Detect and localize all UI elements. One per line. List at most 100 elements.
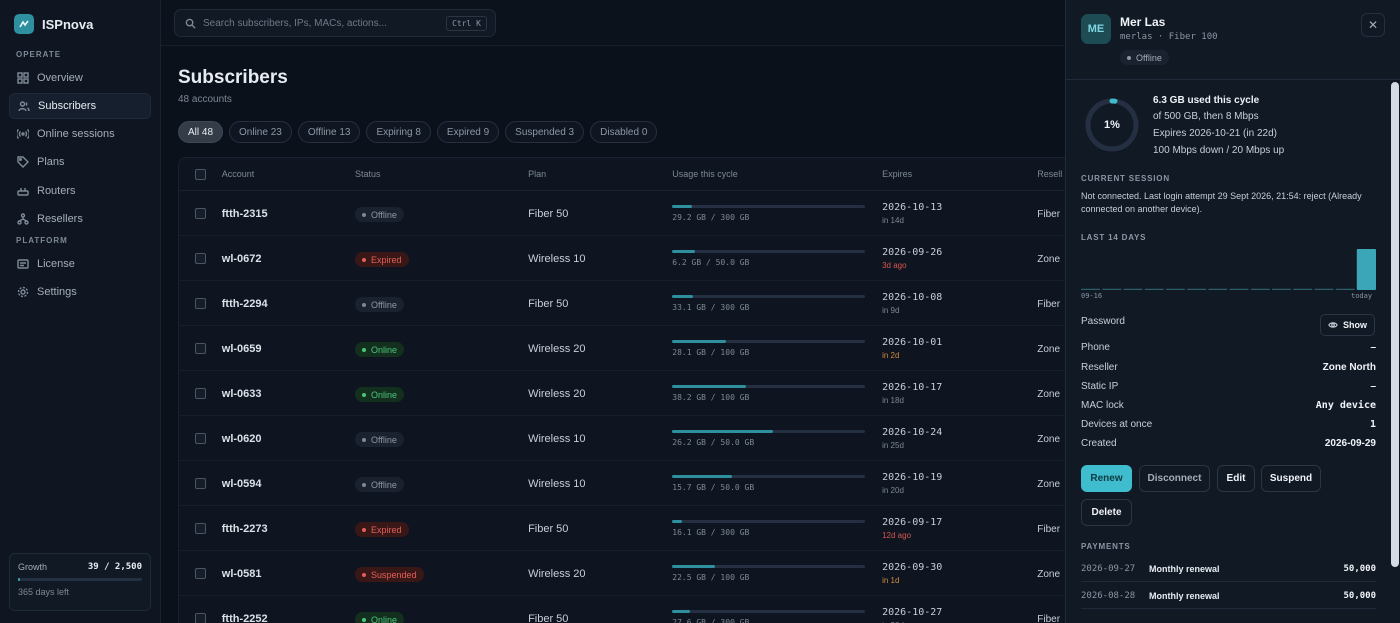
filter-chip[interactable]: Disabled 0 xyxy=(590,121,658,143)
table-row[interactable]: wl-0633 Online Wireless 20 38.2 GB / 100 GB… xyxy=(179,371,1065,416)
delete-button[interactable]: Delete xyxy=(1081,499,1132,526)
row-checkbox[interactable] xyxy=(194,567,206,579)
page-title: Subscribers xyxy=(178,67,288,88)
disconnect-button[interactable]: Disconnect xyxy=(1139,465,1210,492)
panel-scrollbar[interactable] xyxy=(1391,82,1399,567)
edit-button[interactable]: Edit xyxy=(1217,465,1255,492)
sidebar-item-routers[interactable]: Routers xyxy=(9,178,151,204)
column-header[interactable]: Usage this cycle xyxy=(672,169,738,179)
account-name: wl-0633 xyxy=(221,388,262,400)
table-row[interactable]: ftth-2315 Offline Fiber 50 29.2 GB / 300 GB… xyxy=(179,191,1065,236)
table-row[interactable]: wl-0581 Suspended Wireless 20 22.5 GB / 100… xyxy=(179,551,1065,596)
table-row[interactable]: wl-0594 Offline Wireless 10 15.7 GB / 50.0 … xyxy=(179,461,1065,506)
row-checkbox[interactable] xyxy=(194,387,206,399)
filter-chip[interactable]: Offline 13 xyxy=(297,121,361,143)
plan-name: Wireless 10 xyxy=(528,478,586,490)
payment-label: Monthly renewal xyxy=(1149,563,1220,574)
sidebar-item-license[interactable]: License xyxy=(9,251,151,277)
row-checkbox[interactable] xyxy=(194,342,206,354)
expires-relative: in 14d xyxy=(882,215,904,225)
row-checkbox[interactable] xyxy=(194,297,206,309)
days-heading: LAST 14 DAYS xyxy=(1081,233,1147,242)
show-password-button[interactable]: Show xyxy=(1320,314,1375,336)
expires-relative: in 1d xyxy=(882,575,900,585)
row-checkbox[interactable] xyxy=(194,432,206,444)
column-header[interactable]: Account xyxy=(221,169,255,179)
field-value: 1 xyxy=(1369,419,1376,430)
column-header[interactable]: Plan xyxy=(528,169,547,179)
reseller-name: Zone xyxy=(1037,344,1061,355)
close-icon[interactable]: ✕ xyxy=(1361,13,1385,37)
brand-name: ISPnova xyxy=(42,16,94,32)
field-phone: Phone – xyxy=(1081,342,1376,353)
growth-label: Growth xyxy=(18,562,48,572)
reseller-name: Zone xyxy=(1037,569,1061,580)
column-header[interactable]: Expires xyxy=(882,169,913,179)
row-checkbox[interactable] xyxy=(194,477,206,489)
column-header[interactable]: Resell xyxy=(1037,169,1063,179)
brand[interactable]: ISPnova xyxy=(14,14,93,34)
row-checkbox[interactable] xyxy=(194,522,206,534)
sidebar-item-plans[interactable]: Plans xyxy=(9,149,151,175)
field-label: Phone xyxy=(1081,342,1110,353)
day-bar xyxy=(1356,249,1376,290)
status-badge: Expired xyxy=(355,252,409,268)
users-icon xyxy=(18,101,30,112)
expires-relative: 12d ago xyxy=(882,530,912,540)
search-input[interactable] xyxy=(203,17,443,29)
sidebar-item-online-sessions[interactable]: Online sessions xyxy=(9,121,151,147)
table-row[interactable]: ftth-2294 Offline Fiber 50 33.1 GB / 300 GB… xyxy=(179,281,1065,326)
status-dot xyxy=(362,482,367,487)
search-box[interactable]: Ctrl K xyxy=(174,9,496,37)
plan-name: Wireless 20 xyxy=(528,388,586,400)
day-bar xyxy=(1208,288,1228,290)
sidebar-item-label: Resellers xyxy=(37,213,83,225)
status-text: Online xyxy=(371,614,398,623)
filter-chip[interactable]: Expiring 8 xyxy=(366,121,431,143)
status-badge: Online xyxy=(355,387,405,403)
filter-chip[interactable]: All 48 xyxy=(178,121,224,143)
select-all-checkbox[interactable] xyxy=(194,168,206,180)
suspend-button[interactable]: Suspend xyxy=(1261,465,1321,492)
sidebar-item-settings[interactable]: Settings xyxy=(9,279,151,305)
subscribers-table: Account Status Plan Usage this cycle Exp… xyxy=(178,157,1065,623)
account-name: ftth-2252 xyxy=(221,613,268,623)
expires-date: 2026-10-01 xyxy=(882,336,943,348)
filter-chip[interactable]: Online 23 xyxy=(229,121,292,143)
field-value: – xyxy=(1370,381,1376,392)
renew-button[interactable]: Renew xyxy=(1081,465,1132,492)
filter-chip[interactable]: Suspended 3 xyxy=(505,121,585,143)
status-text: Offline xyxy=(1136,52,1162,63)
sidebar-item-label: Online sessions xyxy=(37,128,115,140)
expires-date: 2026-10-24 xyxy=(882,426,943,438)
status-badge: Offline xyxy=(355,297,404,313)
section-operate: OPERATE xyxy=(16,50,62,59)
row-checkbox[interactable] xyxy=(194,612,206,623)
subscriber-meta: merlas · Fiber 100 xyxy=(1120,32,1218,42)
row-checkbox[interactable] xyxy=(194,207,206,219)
session-heading: CURRENT SESSION xyxy=(1081,174,1170,183)
table-row[interactable]: ftth-2252 Online Fiber 50 27.6 GB / 300 GB 2… xyxy=(179,596,1065,623)
table-row[interactable]: wl-0659 Online Wireless 20 28.1 GB / 100 GB… xyxy=(179,326,1065,371)
expires-relative: in 2d xyxy=(882,350,900,360)
reseller-name: Zone xyxy=(1037,389,1061,400)
column-header[interactable]: Status xyxy=(355,169,381,179)
table-row[interactable]: ftth-2273 Expired Fiber 50 16.1 GB / 300 GB… xyxy=(179,506,1065,551)
table-row[interactable]: wl-0672 Expired Wireless 10 6.2 GB / 50.0 G… xyxy=(179,236,1065,281)
signal-icon xyxy=(17,129,29,139)
sidebar-item-overview[interactable]: Overview xyxy=(9,65,151,91)
table-row[interactable]: wl-0620 Offline Wireless 10 26.2 GB / 50.0 … xyxy=(179,416,1065,461)
status-badge: Offline xyxy=(355,477,404,493)
payment-row: 2026-09-27 Monthly renewal 50,000 xyxy=(1081,556,1376,582)
usage-bar xyxy=(672,384,866,388)
payment-amount: 50,000 xyxy=(1343,563,1376,574)
filter-chip[interactable]: Expired 9 xyxy=(436,121,500,143)
usage-text: 27.6 GB / 300 GB xyxy=(672,617,750,623)
field-label: Reseller xyxy=(1081,362,1118,373)
sidebar-item-resellers[interactable]: Resellers xyxy=(9,206,151,232)
status-badge: Online xyxy=(355,612,405,623)
row-checkbox[interactable] xyxy=(194,252,206,264)
sidebar-item-subscribers[interactable]: Subscribers xyxy=(9,93,151,119)
plan-name: Wireless 20 xyxy=(528,343,586,355)
account-name: wl-0581 xyxy=(221,568,262,580)
